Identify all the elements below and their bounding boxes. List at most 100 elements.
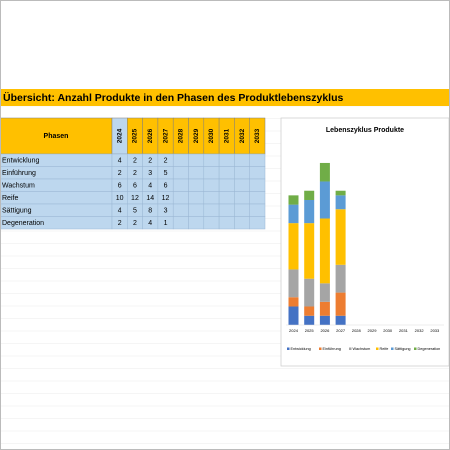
- row-label: Entwicklung: [2, 158, 39, 165]
- cell-value: 2: [118, 220, 122, 227]
- title-bar: [0, 89, 450, 106]
- bar-segment: [335, 292, 346, 316]
- value-cell: [203, 178, 220, 192]
- year-header: 2026: [147, 128, 154, 143]
- cell-value: 2: [118, 170, 122, 177]
- bar-segment: [335, 315, 346, 325]
- x-tick-label: 2029: [368, 328, 378, 333]
- year-header: 2030: [208, 128, 215, 143]
- cell-value: 12: [162, 195, 170, 202]
- cell-value: 3: [164, 208, 168, 215]
- legend-label: Reife: [380, 347, 389, 351]
- value-cell: [218, 216, 235, 230]
- bar-segment: [288, 269, 299, 298]
- cell-value: 4: [148, 183, 152, 190]
- legend-label: Wachstum: [353, 347, 371, 351]
- value-cell: [188, 166, 205, 180]
- cell-value: 14: [146, 195, 154, 202]
- bar-segment: [319, 301, 330, 316]
- year-header: 2029: [193, 128, 200, 143]
- value-cell: [172, 153, 189, 167]
- bar-segment: [319, 218, 330, 284]
- bar-segment: [288, 204, 299, 224]
- value-cell: [249, 216, 266, 230]
- value-cell: [188, 178, 205, 192]
- year-header: 2027: [162, 128, 169, 143]
- cell-value: 4: [118, 208, 122, 215]
- value-cell: [203, 166, 220, 180]
- table: Phasen 2024 2025 2026 2027 2028 2029 2030 2031 20…: [0, 117, 266, 230]
- legend-swatch: [391, 347, 394, 350]
- bar-segment: [335, 264, 346, 293]
- row-label: Sättigung: [2, 208, 32, 215]
- legend-label: Sättigung: [395, 347, 411, 351]
- x-tick-label: 2028: [352, 328, 362, 333]
- legend-label: Entwicklung: [291, 347, 311, 351]
- value-cell: [172, 191, 189, 205]
- value-cell: [203, 191, 220, 205]
- year-header: 2031: [223, 128, 230, 143]
- value-cell: [218, 153, 235, 167]
- row-label: Einführung: [2, 170, 36, 177]
- value-cell: [188, 191, 205, 205]
- cell-value: 6: [164, 183, 168, 190]
- cell-value: 8: [148, 208, 152, 215]
- value-cell: [249, 203, 266, 217]
- sheet-title: Übersicht: Anzahl Produkte in den Phasen…: [3, 91, 344, 104]
- value-cell: [203, 216, 220, 230]
- legend-label: Einführung: [323, 347, 341, 351]
- x-tick-label: 2025: [305, 328, 315, 333]
- value-cell: [234, 178, 250, 192]
- value-cell: [188, 153, 205, 167]
- cell-value: 5: [164, 170, 168, 177]
- bar-segment: [335, 209, 346, 265]
- value-cell: [218, 166, 235, 180]
- value-cell: [172, 166, 189, 180]
- bar-segment: [335, 190, 346, 196]
- value-cell: [234, 191, 250, 205]
- value-cell: [249, 178, 266, 192]
- bar-segment: [319, 283, 330, 302]
- bar-segment: [319, 162, 330, 182]
- bar-segment: [304, 199, 315, 224]
- value-cell: [172, 178, 189, 192]
- legend-swatch: [349, 347, 352, 350]
- bar-segment: [319, 315, 330, 325]
- value-cell: [203, 153, 220, 167]
- header-label: Phasen: [44, 133, 69, 140]
- bar-segment: [319, 181, 330, 219]
- bar-segment: [304, 278, 315, 307]
- bar-segment: [304, 306, 315, 316]
- row-label: Reife: [2, 195, 18, 202]
- value-cell: [234, 166, 250, 180]
- value-cell: [234, 203, 250, 217]
- year-header: 2024: [116, 128, 123, 143]
- cell-value: 2: [148, 158, 152, 165]
- cell-value: 2: [133, 170, 137, 177]
- cell-value: 2: [164, 158, 168, 165]
- value-cell: [249, 153, 266, 167]
- year-header: 2032: [239, 128, 246, 143]
- bar-segment: [288, 223, 299, 270]
- cell-value: 6: [118, 183, 122, 190]
- value-cell: [249, 191, 266, 205]
- legend-swatch: [287, 347, 290, 350]
- value-cell: [172, 216, 189, 230]
- cell-value: 4: [148, 220, 152, 227]
- x-tick-label: 2026: [320, 328, 330, 333]
- cell-value: 1: [164, 220, 168, 227]
- legend-swatch: [414, 347, 417, 350]
- bar-segment: [288, 306, 299, 325]
- bar-segment: [304, 190, 315, 200]
- x-tick-label: 2031: [399, 328, 409, 333]
- value-cell: [234, 153, 250, 167]
- x-tick-label: 2030: [383, 328, 393, 333]
- chart: 2024 2025 2026 2027 2028 2029 2030 2031 2032 2033…: [286, 162, 444, 351]
- row-label: Wachstum: [2, 183, 35, 190]
- row-label: Degeneration: [2, 220, 44, 227]
- legend-label: Degeneration: [418, 347, 441, 351]
- bar-segment: [288, 297, 299, 307]
- bar-segment: [304, 223, 315, 279]
- value-cell: [188, 216, 205, 230]
- cell-value: 6: [133, 183, 137, 190]
